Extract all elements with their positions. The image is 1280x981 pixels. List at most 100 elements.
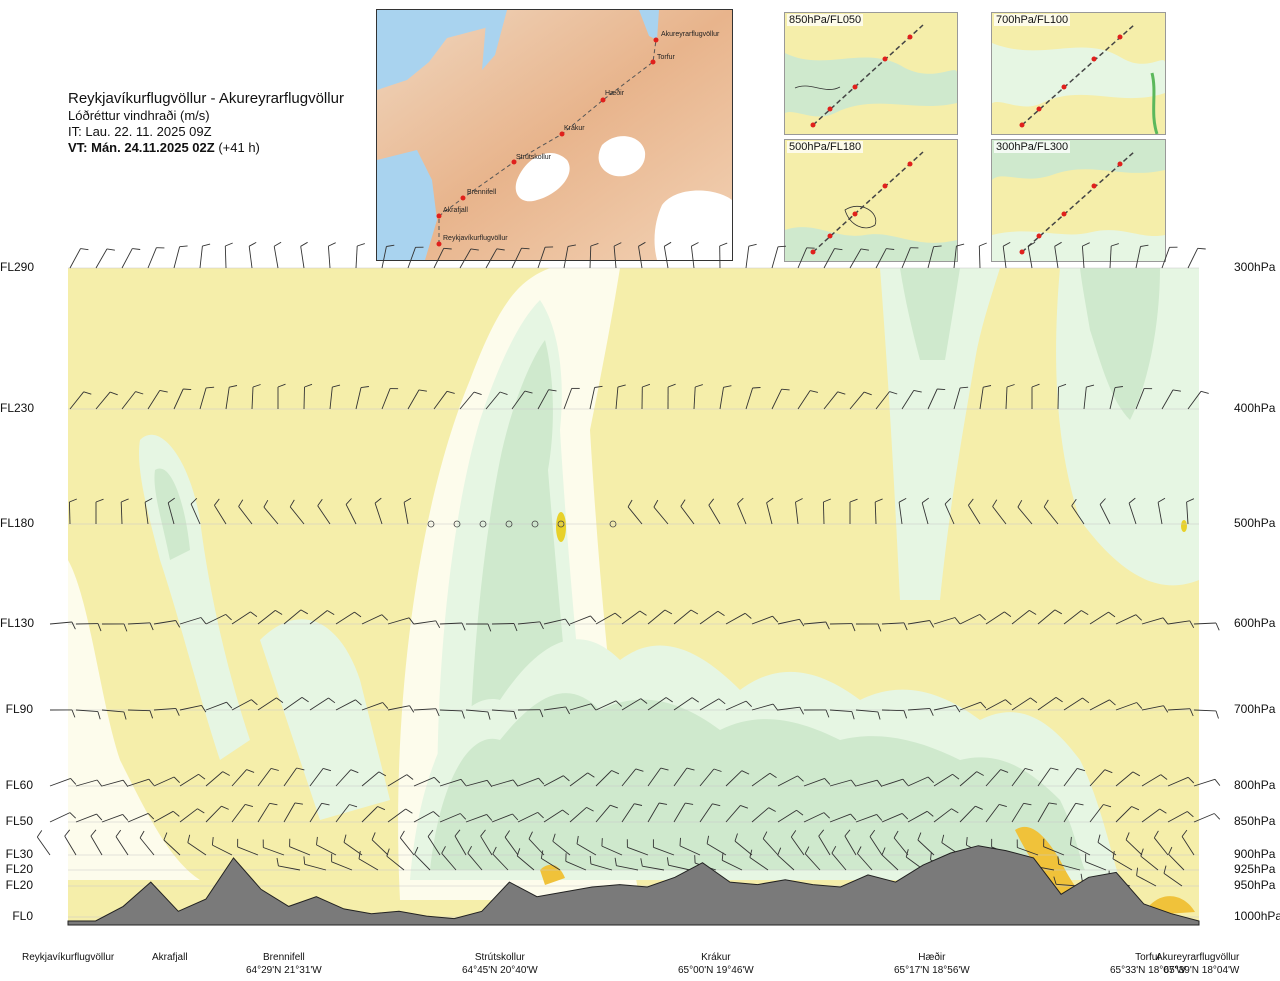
wind-barb bbox=[823, 248, 843, 269]
station-name: Akrafjall bbox=[152, 952, 188, 963]
wind-barb bbox=[68, 498, 77, 525]
wind-barb bbox=[1193, 709, 1219, 719]
wind-barb bbox=[881, 847, 899, 871]
wind-barb bbox=[101, 779, 129, 787]
wind-barb bbox=[1054, 241, 1062, 269]
wind-barb bbox=[565, 853, 587, 871]
wind-barb bbox=[95, 498, 104, 524]
wind-barb bbox=[465, 709, 491, 720]
station-label: Brennifell 64°29'N 21°31'W bbox=[246, 951, 322, 977]
wind-barb bbox=[309, 802, 330, 823]
wind-barb bbox=[1161, 246, 1178, 269]
wind-barb bbox=[205, 701, 233, 711]
y-tick-left: FL50 bbox=[5, 814, 33, 828]
wind-barb bbox=[1141, 774, 1168, 787]
wind-barb bbox=[1011, 610, 1037, 625]
waypoint-label: Strútskollur bbox=[516, 154, 552, 161]
wind-barb bbox=[485, 391, 508, 410]
wind-barb bbox=[621, 768, 644, 787]
station-name: Akureyrarflugvöllur bbox=[1156, 952, 1240, 963]
wind-barb bbox=[803, 621, 830, 630]
wind-barb bbox=[153, 776, 181, 787]
wind-barb bbox=[95, 248, 115, 269]
y-tick-left: FL90 bbox=[5, 702, 33, 716]
wind-barb bbox=[679, 837, 701, 856]
wind-barb bbox=[725, 770, 750, 787]
wind-barb bbox=[829, 623, 856, 632]
wind-barb bbox=[901, 389, 922, 410]
wind-barb bbox=[699, 698, 726, 711]
pale-region bbox=[68, 560, 200, 880]
wind-barb bbox=[407, 389, 427, 410]
wind-barb bbox=[491, 709, 517, 720]
light-green-region bbox=[1056, 268, 1199, 586]
wind-barb bbox=[1112, 850, 1133, 871]
wind-barb bbox=[749, 849, 769, 871]
wind-barb bbox=[1063, 610, 1089, 625]
wind-barb bbox=[797, 247, 815, 269]
wind-barb bbox=[433, 247, 452, 269]
wind-barb bbox=[387, 808, 413, 823]
wind-barb bbox=[459, 391, 482, 410]
wind-barb bbox=[540, 850, 561, 871]
wind-barb bbox=[855, 623, 882, 632]
wind-barb bbox=[1136, 867, 1157, 887]
wind-barb bbox=[699, 768, 722, 787]
wind-barb bbox=[491, 623, 518, 632]
station-name: Brennifell bbox=[263, 952, 305, 963]
wind-barb bbox=[1125, 832, 1143, 856]
wind-barb bbox=[257, 767, 279, 787]
wind-barb bbox=[1141, 808, 1167, 823]
wind-barb bbox=[517, 621, 544, 630]
waypoint-label: Krákur bbox=[564, 125, 585, 132]
wind-barb bbox=[69, 391, 92, 410]
wind-barb bbox=[1115, 614, 1143, 625]
wind-barb bbox=[1167, 708, 1194, 717]
wind-barb bbox=[399, 830, 415, 856]
wind-barb bbox=[387, 774, 414, 787]
wind-barb bbox=[413, 620, 441, 629]
wind-barb bbox=[251, 384, 261, 410]
wind-barb bbox=[589, 242, 599, 269]
y-tick-right: 850hPa bbox=[1234, 814, 1276, 828]
wind-barb bbox=[569, 703, 597, 711]
wind-barb bbox=[1193, 778, 1221, 787]
wind-barb bbox=[309, 697, 336, 711]
wind-barb bbox=[790, 830, 805, 856]
station-label: Krákur 65°00'N 19°46'W bbox=[678, 951, 754, 977]
wind-barb bbox=[262, 839, 285, 856]
wind-barb bbox=[849, 248, 869, 269]
wind-barb bbox=[179, 773, 206, 787]
wind-barb bbox=[237, 838, 259, 856]
wind-barb bbox=[205, 613, 232, 625]
level-map-300: 300hPa/FL300 bbox=[991, 139, 1166, 262]
wind-barb bbox=[537, 389, 557, 410]
waypoint-label: Akrafjall bbox=[443, 207, 468, 214]
wind-barb bbox=[355, 243, 365, 269]
wind-barb bbox=[953, 243, 965, 269]
wind-barb bbox=[621, 803, 643, 823]
wind-barb bbox=[1089, 804, 1112, 823]
wind-barb bbox=[173, 245, 188, 269]
wind-barb bbox=[601, 838, 623, 856]
wind-barb bbox=[1005, 384, 1015, 410]
wind-barb bbox=[667, 383, 676, 410]
wind-barb bbox=[199, 243, 211, 269]
wind-barb bbox=[771, 245, 787, 269]
wind-barb bbox=[335, 769, 359, 787]
wind-barb bbox=[907, 776, 935, 787]
wind-barb bbox=[595, 770, 620, 787]
wind-barb bbox=[205, 805, 229, 823]
wind-barb bbox=[803, 812, 831, 823]
waypoint-markers bbox=[436, 37, 659, 247]
wind-barb bbox=[316, 836, 337, 856]
level-map-graphic bbox=[992, 140, 1165, 261]
wind-barb bbox=[1089, 769, 1113, 787]
waypoint-label: Hæðir bbox=[605, 89, 625, 97]
wind-barb bbox=[205, 771, 230, 787]
wind-barb bbox=[907, 620, 935, 628]
wind-barb bbox=[690, 242, 699, 269]
wind-barb bbox=[179, 808, 205, 823]
level-map-700: 700hPa/FL100 bbox=[991, 12, 1166, 135]
